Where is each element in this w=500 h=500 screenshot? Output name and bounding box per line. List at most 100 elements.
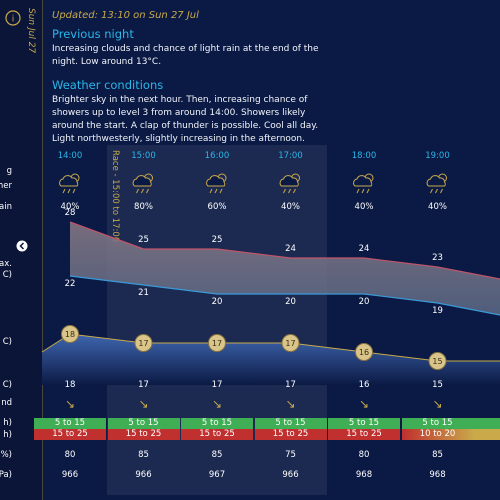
temp-min: 20 — [358, 297, 370, 307]
temp: 15 — [432, 380, 443, 390]
pressure: 967 — [208, 470, 226, 480]
rain-chance: 40% — [428, 202, 447, 212]
row-label: Pa) — [0, 470, 12, 480]
humidity: 80 — [64, 450, 76, 460]
race-label: Race - 15:00 to 17:00 — [110, 150, 120, 242]
section-text: Increasing clouds and chance of light ra… — [52, 44, 319, 54]
gusts: 15 to 25 — [181, 429, 253, 440]
rain — [356, 188, 370, 194]
time: 15:00 — [131, 151, 156, 161]
temp-min: 20 — [285, 297, 296, 307]
updated: Updated: 13:10 on Sun 27 Jul — [52, 10, 199, 21]
temp-min: 19 — [432, 306, 443, 316]
gusts: 15 to 25 — [34, 429, 106, 440]
row-label: ax. — [0, 259, 12, 269]
gust-edge — [474, 429, 500, 440]
time: 19:00 — [425, 151, 450, 161]
humidity: 85 — [432, 450, 443, 460]
section-text: around the start. A clap of thunder is p… — [52, 121, 319, 131]
wind: 5 to 15 — [328, 418, 400, 429]
feels-value: 15 — [432, 357, 442, 366]
time: 18:00 — [351, 151, 377, 161]
info-icon[interactable] — [5, 10, 21, 26]
pressure: 966 — [282, 470, 299, 480]
temp-range — [70, 222, 500, 315]
time: 14:00 — [57, 151, 83, 161]
feels-value: 16 — [359, 348, 369, 357]
time: 17:00 — [278, 151, 303, 161]
gusts: 15 to 25 — [328, 429, 400, 440]
section-text: night. Low around 13°C. — [52, 57, 162, 67]
pressure: 968 — [429, 470, 446, 480]
feels-dot — [355, 343, 373, 361]
rain — [62, 188, 76, 194]
row-label: ain — [0, 202, 12, 212]
row-label: g — [6, 166, 12, 176]
section-text: Light northwesterly, slightly increasing… — [52, 134, 305, 144]
temp-max: 25 — [138, 235, 149, 245]
row-label: h) — [3, 430, 12, 440]
wind: 5 to 15 — [181, 418, 253, 429]
temp-max: 24 — [285, 244, 296, 254]
section-text: Brighter sky in the next hour. Then, inc… — [52, 95, 308, 105]
wind-arrow: ↘ — [432, 397, 442, 411]
wind: 5 to 15 — [107, 418, 180, 429]
rain-chance: 40% — [60, 202, 80, 212]
rain — [283, 188, 296, 194]
rain-chance: 80% — [134, 202, 153, 212]
wind-arrow: ↘ — [212, 397, 222, 411]
gusts: 15 to 25 — [254, 429, 327, 440]
temp-max: 25 — [211, 235, 223, 245]
wind: 5 to 15 — [254, 418, 327, 429]
time: 16:00 — [204, 151, 230, 161]
temp-min: 21 — [138, 288, 149, 298]
gusts: 10 to 20 — [401, 429, 474, 440]
wind: 5 to 15 — [401, 418, 474, 429]
row-label: %) — [0, 450, 12, 460]
info-glyph: i — [12, 15, 15, 25]
temp: 17 — [211, 380, 223, 390]
feels-dot — [61, 325, 79, 343]
wind-arrow: ↘ — [359, 397, 369, 411]
rain — [209, 188, 223, 194]
wind-arrow: ↘ — [65, 397, 75, 411]
pressure: 966 — [61, 470, 79, 480]
section-title: Previous night — [52, 27, 134, 41]
rain-chance: 40% — [281, 202, 300, 212]
sidebar-date: Sun Jul 27 — [26, 8, 36, 53]
humidity: 75 — [285, 450, 296, 460]
temp: 17 — [138, 380, 149, 390]
row-label: her — [0, 181, 12, 191]
wind-arrow: ↘ — [138, 397, 148, 411]
wind-edge — [474, 418, 500, 429]
feels-value: 17 — [285, 339, 295, 348]
feels-value: 17 — [212, 339, 222, 348]
prev-button[interactable] — [16, 240, 28, 252]
feels-dot — [134, 334, 153, 352]
temp-min: 20 — [211, 297, 223, 307]
temp-max: 23 — [432, 253, 443, 263]
temp-max: 28 — [64, 208, 76, 218]
row-label: C) — [2, 270, 12, 280]
rain — [430, 188, 443, 194]
cloud — [206, 175, 226, 187]
humidity: 80 — [358, 450, 370, 460]
feels-value: 17 — [138, 339, 148, 348]
min-line — [69, 275, 500, 316]
cloud — [426, 175, 446, 187]
feels-area — [42, 334, 500, 385]
section-title: Weather conditions — [52, 78, 164, 92]
feels-dot — [281, 334, 300, 352]
cloud — [132, 175, 152, 187]
cloud — [59, 175, 79, 187]
wind: 5 to 15 — [34, 418, 106, 429]
gusts: 15 to 25 — [107, 429, 180, 440]
max-line — [69, 221, 500, 280]
row-label: C) — [2, 380, 12, 390]
row-label: nd — [1, 398, 12, 408]
feels-value: 18 — [65, 330, 75, 339]
feels-dot — [428, 352, 447, 370]
temp-min: 22 — [64, 279, 76, 289]
